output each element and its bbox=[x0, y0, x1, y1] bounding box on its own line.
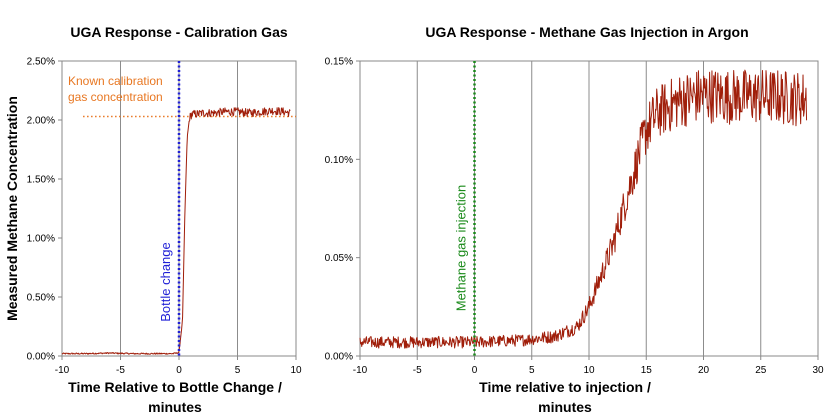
y-axis-label: Measured Methane Concentration bbox=[4, 96, 20, 321]
x-tick-label: 30 bbox=[812, 365, 824, 376]
x-tick-label: 10 bbox=[583, 365, 595, 376]
y-tick-label: 1.00% bbox=[27, 234, 55, 245]
chart-title: UGA Response - Calibration Gas bbox=[70, 24, 288, 40]
y-tick-label: 2.00% bbox=[27, 116, 55, 127]
y-tick-label: 1.50% bbox=[27, 175, 55, 186]
x-tick-label: -10 bbox=[55, 365, 70, 376]
x-axis-label-line2: minutes bbox=[148, 399, 202, 415]
x-tick-label: 0 bbox=[176, 365, 182, 376]
x-tick-label: 0 bbox=[472, 365, 478, 376]
y-tick-label: 0.00% bbox=[325, 352, 353, 363]
x-tick-label: 5 bbox=[529, 365, 535, 376]
calibration-annotation: Known calibration bbox=[68, 74, 163, 88]
y-tick-label: 0.15% bbox=[325, 57, 353, 68]
x-tick-label: 25 bbox=[755, 365, 767, 376]
series-line-1 bbox=[61, 107, 291, 355]
x-tick-label: -5 bbox=[413, 365, 422, 376]
x-tick-label: 15 bbox=[641, 365, 653, 376]
x-tick-label: 5 bbox=[235, 365, 241, 376]
x-tick-label: -5 bbox=[116, 365, 125, 376]
chart-2: -10 -5 0 5 10 15 20 25 30 0.00% 0.05% 0.10% 0.15% UGA… bbox=[325, 24, 824, 415]
y-tick-label: 0.50% bbox=[27, 293, 55, 304]
calibration-annotation-line2: gas concentration bbox=[68, 90, 163, 104]
series-line-1 bbox=[359, 69, 808, 349]
x-tick-label: -10 bbox=[353, 365, 368, 376]
event-marker-label: Bottle change bbox=[158, 242, 173, 322]
y-tick-label: 2.50% bbox=[27, 57, 55, 68]
event-marker-label: Methane gas injection bbox=[454, 185, 469, 311]
chart-title: UGA Response - Methane Gas Injection in … bbox=[425, 24, 748, 40]
x-axis-label: Time Relative to Bottle Change / bbox=[68, 379, 282, 395]
y-tick-label: 0.10% bbox=[325, 155, 353, 166]
x-axis-label-line2: minutes bbox=[538, 399, 592, 415]
x-tick-label: 10 bbox=[290, 365, 302, 376]
y-tick-label: 0.05% bbox=[325, 253, 353, 264]
x-axis-label: Time relative to injection / bbox=[479, 379, 651, 395]
y-tick-label: 0.00% bbox=[27, 352, 55, 363]
chart-1: -10 -5 0 5 10 0.00% 0.50% 1.00% 1.50% 2.00% 2.50% U… bbox=[4, 24, 302, 415]
x-tick-label: 20 bbox=[698, 365, 710, 376]
